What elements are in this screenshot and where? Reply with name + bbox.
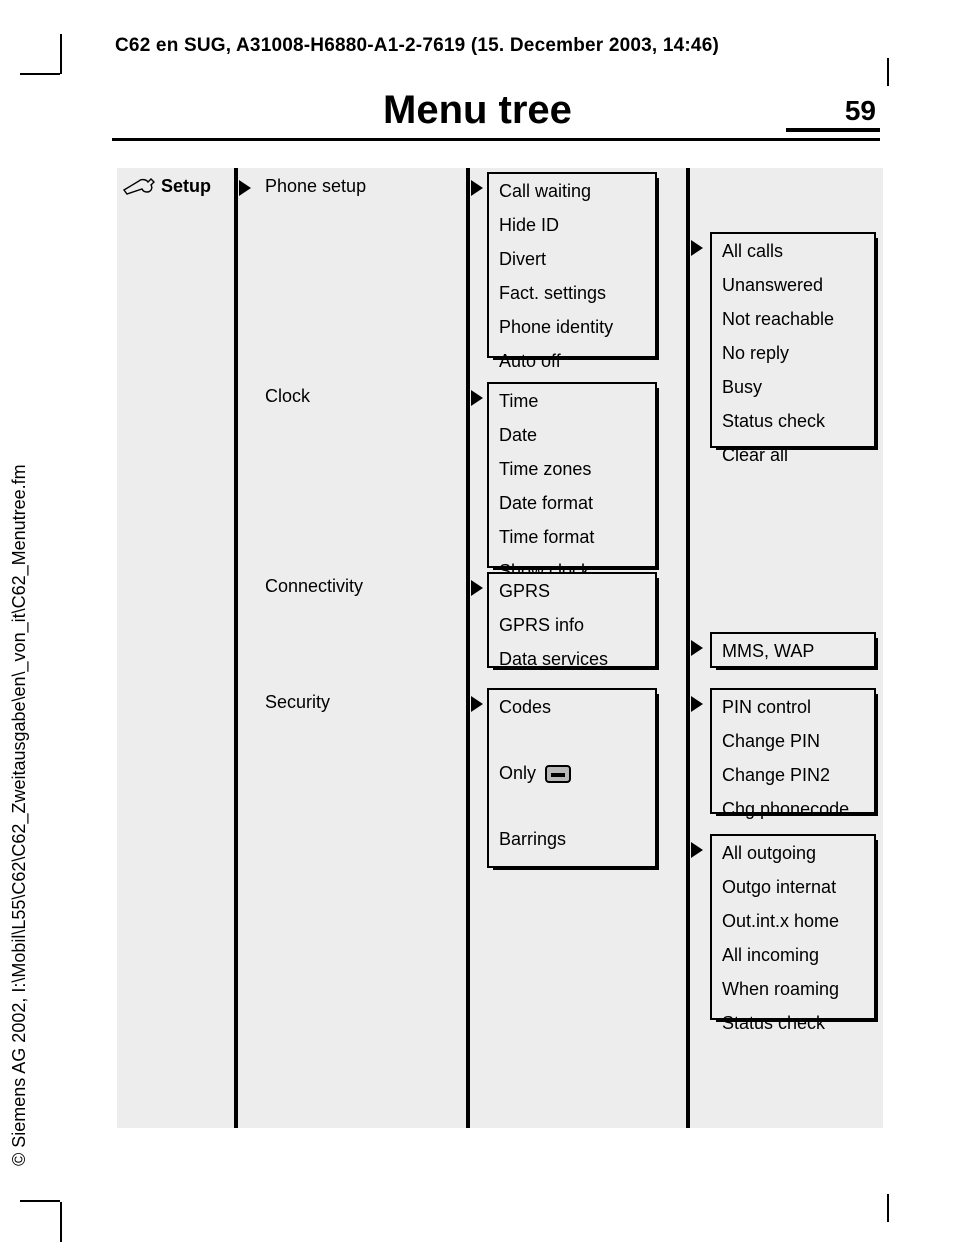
submenu-item: Status check <box>712 1006 874 1040</box>
submenu-box-data-services: MMS, WAP <box>710 632 876 668</box>
submenu-box-codes: PIN controlChange PINChange PIN2Chg.phon… <box>710 688 876 814</box>
submenu-item: Out.int.x home <box>712 904 874 938</box>
submenu-item: GPRS info <box>489 608 655 642</box>
page-title: Menu tree <box>383 88 572 133</box>
submenu-box-divert: All callsUnansweredNot reachableNo reply… <box>710 232 876 448</box>
submenu-item: Only <box>489 756 655 790</box>
submenu-item: Not reachable <box>712 302 874 336</box>
wrench-icon <box>121 176 157 196</box>
column-separator <box>686 168 690 1128</box>
submenu-item: GPRS <box>489 574 655 608</box>
submenu-item: Chg.phonecode <box>712 792 874 826</box>
crop-mark <box>20 73 60 75</box>
submenu-box-security: Codes Only Barrings <box>487 688 657 868</box>
submenu-item: Phone identity <box>489 310 655 344</box>
submenu-item: MMS, WAP <box>712 634 874 668</box>
submenu-item: All outgoing <box>712 836 874 870</box>
submenu-item: Call waiting <box>489 174 655 208</box>
setup-heading: Setup <box>161 176 211 197</box>
submenu-item: Change PIN2 <box>712 758 874 792</box>
pointer-icon <box>471 580 483 596</box>
submenu-item: Unanswered <box>712 268 874 302</box>
submenu-box-clock: TimeDateTime zonesDate formatTime format… <box>487 382 657 568</box>
submenu-item: Time <box>489 384 655 418</box>
submenu-item: Hide ID <box>489 208 655 242</box>
pointer-icon <box>471 180 483 196</box>
submenu-item: Codes <box>489 690 655 724</box>
submenu-item: Busy <box>712 370 874 404</box>
pointer-icon <box>471 390 483 406</box>
pointer-icon <box>691 240 703 256</box>
submenu-item: Status check <box>712 404 874 438</box>
submenu-item: Auto off <box>489 344 655 378</box>
submenu-item: Outgo internat <box>712 870 874 904</box>
submenu-item: PIN control <box>712 690 874 724</box>
submenu-item: Data services <box>489 642 655 676</box>
pointer-icon <box>691 640 703 656</box>
column-separator <box>234 168 238 1128</box>
submenu-item: Time format <box>489 520 655 554</box>
copyright-sideline: © Siemens AG 2002, I:\Mobil\L55\C62\C62_… <box>9 464 30 1166</box>
submenu-item: Fact. settings <box>489 276 655 310</box>
crop-mark <box>887 1194 889 1222</box>
pointer-icon <box>471 696 483 712</box>
menu-item-phone-setup: Phone setup <box>265 176 366 197</box>
pointer-icon <box>691 842 703 858</box>
column-separator <box>466 168 470 1128</box>
running-header: C62 en SUG, A31008-H6880-A1-2-7619 (15. … <box>115 35 719 57</box>
submenu-item: Time zones <box>489 452 655 486</box>
page-number-underline <box>786 128 880 132</box>
submenu-item: When roaming <box>712 972 874 1006</box>
submenu-item: Date format <box>489 486 655 520</box>
submenu-item: All incoming <box>712 938 874 972</box>
page-number: 59 <box>845 95 876 127</box>
submenu-item: Date <box>489 418 655 452</box>
menu-tree-panel: Setup Phone setup Clock Connectivity Sec… <box>117 168 883 1128</box>
submenu-item: All calls <box>712 234 874 268</box>
sim-card-icon <box>545 765 571 783</box>
pointer-icon <box>691 696 703 712</box>
title-underline <box>112 138 880 141</box>
menu-item-connectivity: Connectivity <box>265 576 363 597</box>
crop-mark <box>60 1202 62 1242</box>
submenu-box-connectivity: GPRSGPRS infoData services <box>487 572 657 668</box>
menu-item-clock: Clock <box>265 386 310 407</box>
submenu-item: No reply <box>712 336 874 370</box>
page: C62 en SUG, A31008-H6880-A1-2-7619 (15. … <box>0 0 954 1246</box>
submenu-item: Change PIN <box>712 724 874 758</box>
submenu-item: Divert <box>489 242 655 276</box>
crop-mark <box>20 1200 60 1202</box>
pointer-icon <box>239 180 251 196</box>
submenu-box-phone-setup: Call waitingHide IDDivertFact. settingsP… <box>487 172 657 358</box>
menu-item-security: Security <box>265 692 330 713</box>
submenu-box-barrings: All outgoingOutgo internatOut.int.x home… <box>710 834 876 1020</box>
submenu-item: Clear all <box>712 438 874 472</box>
crop-mark <box>60 34 62 74</box>
crop-mark <box>887 58 889 86</box>
submenu-item: Barrings <box>489 822 655 856</box>
